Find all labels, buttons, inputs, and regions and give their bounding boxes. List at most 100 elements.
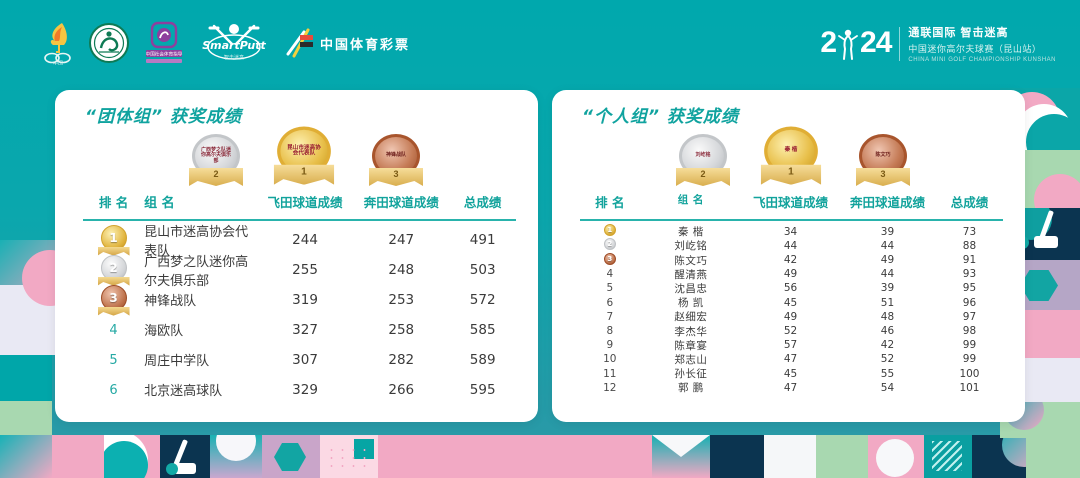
individual-name-cell: 沈昌忠 bbox=[674, 282, 708, 295]
rank-number: 6 bbox=[606, 296, 614, 309]
individual-s2-cell: 49 bbox=[880, 254, 895, 267]
medal-gold-icon: 1 bbox=[603, 224, 616, 237]
deco-tile-chevron-i bbox=[652, 435, 710, 478]
individual-s1-cell: 45 bbox=[783, 296, 798, 309]
team-total-cell: 491 bbox=[469, 231, 496, 248]
individual-total-cell: 96 bbox=[962, 296, 977, 309]
team-medal-2nd: 广西梦之队迷你高尔夫俱乐部 2 bbox=[185, 134, 247, 192]
team-s1-cell: 255 bbox=[292, 261, 318, 278]
rank-number: 8 bbox=[606, 325, 614, 337]
individual-name-cell: 郑志山 bbox=[674, 353, 708, 366]
individual-total-cell: 101 bbox=[959, 381, 980, 394]
individual-medal-3rd-place: 3 bbox=[856, 168, 910, 186]
individual-s1-cell: 52 bbox=[783, 325, 798, 337]
team-rank-cell: 5 bbox=[83, 352, 144, 368]
individual-rank-cell: 2 bbox=[580, 238, 640, 253]
individual-s1-cell: 56 bbox=[783, 282, 798, 295]
team-total-cell: 589 bbox=[469, 351, 496, 368]
individual-rank-cell: 12 bbox=[580, 382, 640, 394]
table-row: 5 沈昌忠 56 39 95 bbox=[580, 281, 1003, 295]
individual-col-rank: 排 名 bbox=[595, 195, 625, 210]
table-row: 4 醒清燕 49 44 93 bbox=[580, 267, 1003, 281]
china-mini-golf-association-logo bbox=[88, 22, 130, 64]
team-rank-cell: 6 bbox=[83, 382, 144, 398]
team-s1-cell: 327 bbox=[292, 321, 318, 338]
team-medal-3rd: 神锋战队 3 bbox=[365, 134, 427, 192]
brand-golfer-glyph bbox=[836, 26, 860, 61]
individual-rank-cell: 11 bbox=[580, 368, 640, 380]
rank-number: 11 bbox=[603, 367, 617, 380]
individual-name-cell: 醒清燕 bbox=[674, 268, 708, 281]
individual-name-cell: 陈章宴 bbox=[674, 339, 708, 352]
individual-s1-cell: 49 bbox=[783, 310, 798, 323]
deco-tile-arc-b bbox=[104, 435, 160, 478]
individual-col-score2: 奔田球道成绩 bbox=[849, 195, 925, 210]
individual-s1-cell: 49 bbox=[783, 268, 798, 281]
individual-total-cell: 97 bbox=[962, 310, 977, 323]
team-col-total: 总成绩 bbox=[463, 195, 502, 210]
deco-tile-hexagon-e bbox=[262, 435, 320, 478]
team-s1-cell: 319 bbox=[292, 291, 318, 308]
table-row: 1 秦 楷 34 39 73 bbox=[580, 224, 1003, 239]
svg-text:SmartPutt: SmartPutt bbox=[202, 39, 266, 52]
individual-name-cell: 赵细宏 bbox=[674, 311, 708, 324]
deco-tile-gradient-d bbox=[210, 435, 262, 478]
team-rank-cell: 2 bbox=[83, 254, 144, 285]
individual-total-cell: 100 bbox=[959, 367, 980, 380]
table-row: 4 海欧队 327 258 585 bbox=[83, 315, 516, 345]
individual-s2-cell: 44 bbox=[880, 239, 895, 252]
table-row: 12 郭 鹏 47 54 101 bbox=[580, 381, 1003, 395]
team-name-cell: 广西梦之队迷你高尔夫俱乐部 bbox=[144, 254, 249, 289]
brand-line-2: 中国迷你高尔夫球赛（昆山站） bbox=[908, 44, 1042, 54]
brand-line-1: 通联国际 智击迷高 bbox=[908, 27, 1009, 39]
individual-s1-cell: 47 bbox=[783, 353, 798, 366]
smartputt-logo: SmartPutt 智击迷高 bbox=[198, 20, 270, 66]
medal-disc bbox=[603, 224, 616, 237]
individual-rank-cell: 4 bbox=[580, 268, 640, 280]
individual-name-cell: 陈文巧 bbox=[674, 254, 708, 267]
team-medal-1st: 昆山市迷高协会代表队 1 bbox=[269, 126, 338, 192]
individual-total-cell: 99 bbox=[962, 339, 977, 352]
individual-total-cell: 88 bbox=[962, 239, 977, 252]
individual-s1-cell: 47 bbox=[783, 381, 798, 394]
table-row: 5 周庄中学队 307 282 589 bbox=[83, 345, 516, 375]
team-s2-cell: 282 bbox=[388, 351, 415, 368]
individual-s2-cell: 39 bbox=[880, 282, 895, 295]
team-card-title: “团体组” 获奖成绩 bbox=[85, 107, 242, 127]
team-rank-cell: 1 bbox=[83, 224, 144, 255]
team-s1-cell: 329 bbox=[292, 381, 318, 398]
individual-total-cell: 99 bbox=[962, 353, 977, 366]
individual-medal-2nd-place: 2 bbox=[676, 168, 730, 186]
individual-name-cell: 杨 凯 bbox=[677, 297, 704, 310]
brand-year: 2 24 bbox=[820, 26, 892, 61]
svg-text:中国社会体育指导: 中国社会体育指导 bbox=[146, 51, 183, 58]
team-s2-cell: 266 bbox=[388, 381, 415, 398]
individual-rank-cell: 7 bbox=[580, 311, 640, 323]
individual-s2-cell: 44 bbox=[880, 268, 895, 281]
individual-s2-cell: 48 bbox=[880, 310, 895, 323]
individual-s2-cell: 51 bbox=[880, 296, 895, 309]
team-col-name: 组 名 bbox=[144, 196, 175, 211]
team-total-cell: 572 bbox=[469, 291, 496, 308]
deco-tile-circle-m bbox=[868, 435, 924, 478]
individual-medal-3rd: 陈文巧 3 bbox=[852, 134, 914, 192]
deco-dot-grid bbox=[326, 446, 370, 472]
table-row: 3 陈文巧 42 49 91 bbox=[580, 252, 1003, 267]
individual-rank-cell: 6 bbox=[580, 297, 640, 309]
team-rank-cell: 4 bbox=[83, 322, 144, 338]
individual-rank-cell: 5 bbox=[580, 282, 640, 294]
deco-tile-green-l bbox=[816, 435, 868, 478]
team-medal-1st-place: 1 bbox=[273, 164, 335, 185]
individual-medal-1st-place: 1 bbox=[760, 164, 822, 185]
individual-total-cell: 91 bbox=[962, 254, 977, 267]
team-col-score2: 奔田球道成绩 bbox=[363, 195, 439, 210]
individual-name-cell: 李杰华 bbox=[674, 325, 708, 338]
team-total-cell: 585 bbox=[469, 321, 496, 338]
svg-text:中国: 中国 bbox=[53, 60, 63, 65]
medal-silver-icon: 2 bbox=[100, 254, 127, 281]
medal-disc bbox=[603, 238, 616, 251]
medal-rank-number: 3 bbox=[607, 254, 613, 263]
rank-number: 5 bbox=[606, 282, 614, 295]
deco-tile-green-p bbox=[1026, 435, 1080, 478]
